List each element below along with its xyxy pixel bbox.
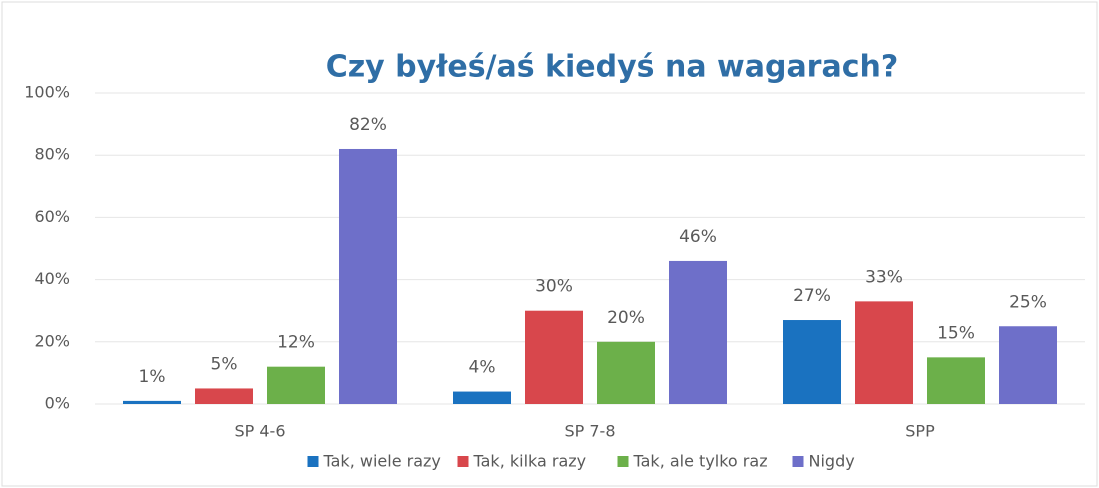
legend-label: Tak, ale tylko raz xyxy=(633,452,768,471)
bar xyxy=(927,357,985,404)
y-tick-label: 20% xyxy=(34,331,70,350)
legend-label: Nigdy xyxy=(809,452,855,471)
data-label: 27% xyxy=(793,286,831,306)
bar xyxy=(855,301,913,404)
data-label: 15% xyxy=(937,323,975,343)
x-tick-label: SP 4-6 xyxy=(234,422,285,441)
data-label: 82% xyxy=(349,115,387,135)
data-label: 46% xyxy=(679,227,717,247)
legend-swatch xyxy=(792,456,804,467)
data-label: 25% xyxy=(1009,292,1047,312)
legend-label: Tak, wiele razy xyxy=(323,452,441,471)
bar xyxy=(267,366,325,404)
legend-swatch xyxy=(307,456,319,467)
legend-swatch xyxy=(617,456,629,467)
x-tick-label: SPP xyxy=(905,422,935,441)
data-label: 1% xyxy=(139,367,166,387)
y-tick-label: 80% xyxy=(34,145,70,164)
bar xyxy=(339,148,397,404)
bar xyxy=(999,326,1057,404)
bar xyxy=(195,388,253,404)
x-tick-label: SP 7-8 xyxy=(564,422,615,441)
y-tick-label: 0% xyxy=(45,394,70,413)
data-label: 5% xyxy=(211,354,238,374)
bar xyxy=(525,310,583,404)
chart-title: Czy byłeś/aś kiedyś na wagarach? xyxy=(326,50,899,85)
legend-label: Tak, kilka razy xyxy=(473,452,587,471)
data-label: 33% xyxy=(865,267,903,287)
bar xyxy=(597,341,655,404)
bar xyxy=(123,400,181,404)
bar xyxy=(669,260,727,404)
data-label: 20% xyxy=(607,308,645,328)
data-label: 12% xyxy=(277,333,315,353)
data-label: 30% xyxy=(535,277,573,297)
data-label: 4% xyxy=(469,358,496,378)
y-tick-label: 60% xyxy=(34,207,70,226)
bar xyxy=(453,391,511,404)
y-tick-label: 100% xyxy=(24,83,70,102)
y-tick-label: 40% xyxy=(34,269,70,288)
legend-swatch xyxy=(457,456,469,467)
bar xyxy=(783,320,841,404)
